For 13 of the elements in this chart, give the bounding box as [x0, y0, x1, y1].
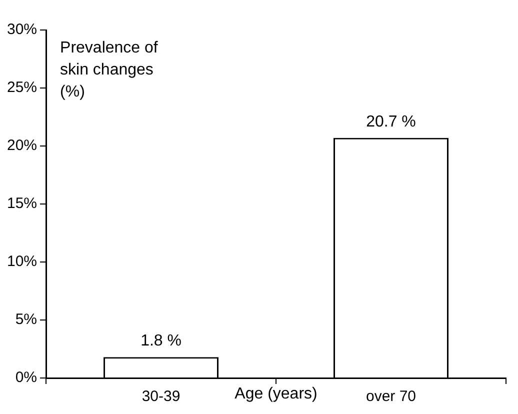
x-axis-title: Age (years)	[234, 385, 318, 402]
x-tick-label: 30-39	[142, 388, 180, 406]
y-tick-label: 15%	[6, 195, 38, 212]
y-tick-label: 20%	[6, 137, 38, 154]
x-tick-label: over 70	[366, 388, 416, 406]
y-tick-label: 30%	[6, 21, 38, 38]
data-label: 1.8 %	[140, 332, 182, 350]
data-label: 20.7 %	[366, 113, 416, 130]
y-tick-label: 5%	[15, 311, 38, 328]
y-tick-label: 0%	[15, 369, 38, 386]
y-axis-title: Prevalence of skin changes (%)	[60, 39, 158, 100]
y-tick-label: 10%	[6, 253, 38, 270]
y-tick-label: 25%	[6, 79, 38, 96]
